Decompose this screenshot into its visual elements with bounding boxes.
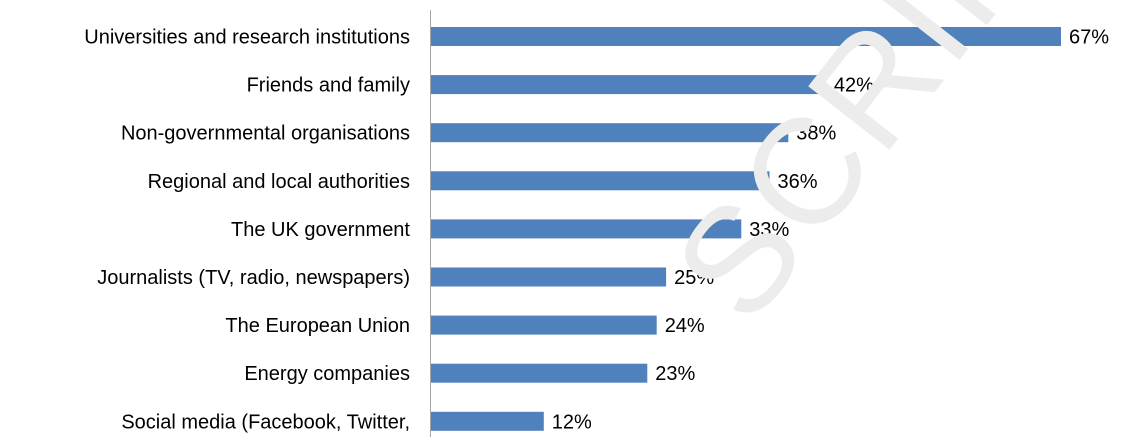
category-label: The European Union	[225, 315, 410, 337]
category-label: Energy companies	[244, 363, 410, 385]
bar	[431, 75, 826, 95]
bar	[431, 411, 544, 431]
category-label: Journalists (TV, radio, newspapers)	[97, 267, 410, 289]
data-label: 38%	[796, 123, 836, 145]
data-label: 36%	[778, 171, 818, 193]
category-label: Social media (Facebook, Twitter,	[121, 411, 410, 433]
data-label: 23%	[655, 363, 695, 385]
bar	[431, 363, 648, 383]
bar	[431, 171, 770, 191]
category-label: Non-governmental organisations	[121, 123, 410, 145]
labels-layer: Universities and research institutions 67…	[84, 27, 1109, 434]
data-label: 25%	[674, 267, 714, 289]
data-label: 67%	[1069, 27, 1109, 49]
data-label: 33%	[749, 219, 789, 241]
category-label: Universities and research institutions	[84, 27, 410, 49]
bar	[431, 123, 789, 143]
bar	[431, 219, 742, 239]
bar	[431, 267, 667, 287]
data-label: 24%	[665, 315, 705, 337]
category-label: The UK government	[231, 219, 410, 241]
data-label: 42%	[834, 75, 874, 97]
bar	[431, 315, 657, 335]
bars-layer	[431, 27, 1061, 431]
category-label: Friends and family	[247, 75, 410, 97]
bar	[431, 27, 1061, 46]
category-label: Regional and local authorities	[148, 171, 410, 193]
data-label: 12%	[552, 411, 592, 433]
